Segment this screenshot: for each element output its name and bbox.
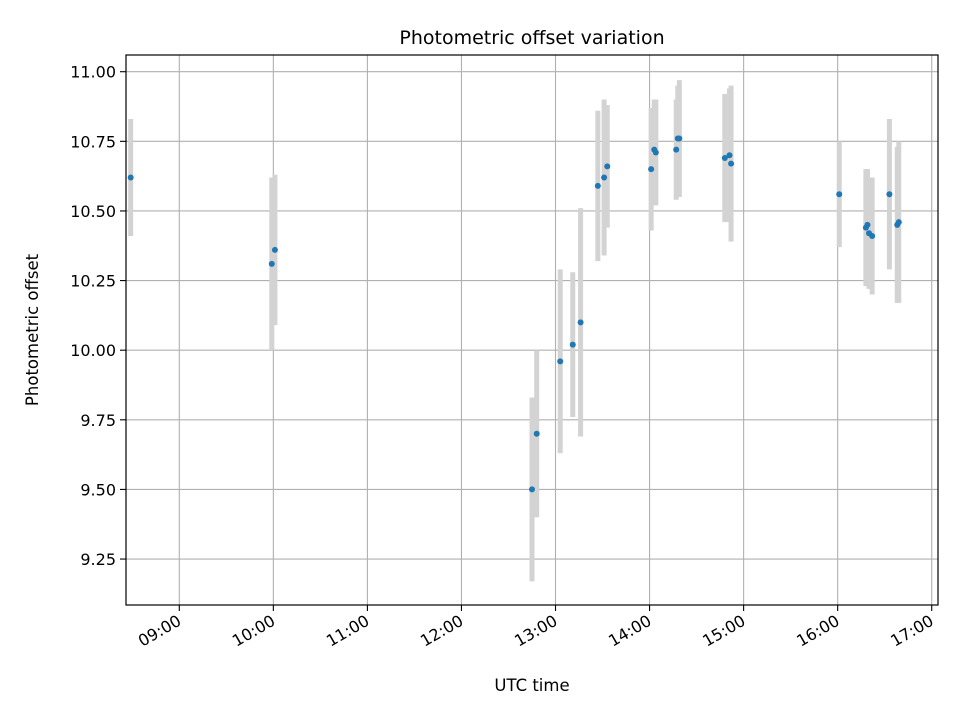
y-tick-label: 10.50	[70, 202, 116, 221]
data-point	[271, 246, 278, 253]
y-tick-label: 9.50	[80, 480, 116, 499]
data-points	[127, 135, 902, 493]
data-point	[869, 233, 876, 240]
data-point	[577, 319, 584, 326]
data-point	[721, 155, 728, 162]
plot-frame	[125, 54, 939, 606]
data-point	[529, 486, 535, 493]
y-tick-label: 11.00	[70, 63, 116, 82]
y-tick-label: 9.75	[80, 411, 116, 430]
y-tick-label: 10.00	[70, 341, 116, 360]
x-axis-label: UTC time	[494, 676, 569, 695]
y-tick-label: 10.75	[70, 132, 116, 151]
data-point	[676, 135, 683, 142]
y-axis-label: Photometric offset	[23, 253, 42, 406]
data-point	[533, 430, 540, 437]
data-point	[594, 182, 601, 189]
data-point	[557, 358, 564, 365]
data-point	[728, 160, 735, 167]
data-point	[652, 149, 659, 156]
data-point	[127, 174, 134, 181]
data-point	[569, 341, 576, 348]
data-point	[601, 174, 608, 181]
data-point	[673, 146, 680, 153]
y-axis: 9.25 9.50 9.75 10.00 10.25 10.50 10.75 11.00	[70, 63, 126, 569]
data-point	[895, 219, 902, 226]
data-point	[886, 191, 893, 198]
data-point	[648, 166, 655, 173]
chart-title: Photometric offset variation	[399, 27, 664, 49]
y-tick-label: 9.25	[80, 550, 116, 569]
data-point	[864, 221, 871, 228]
data-point	[836, 191, 843, 198]
data-point	[604, 163, 611, 170]
y-tick-label: 10.25	[70, 272, 116, 291]
data-point	[726, 152, 733, 159]
data-point	[268, 260, 275, 267]
